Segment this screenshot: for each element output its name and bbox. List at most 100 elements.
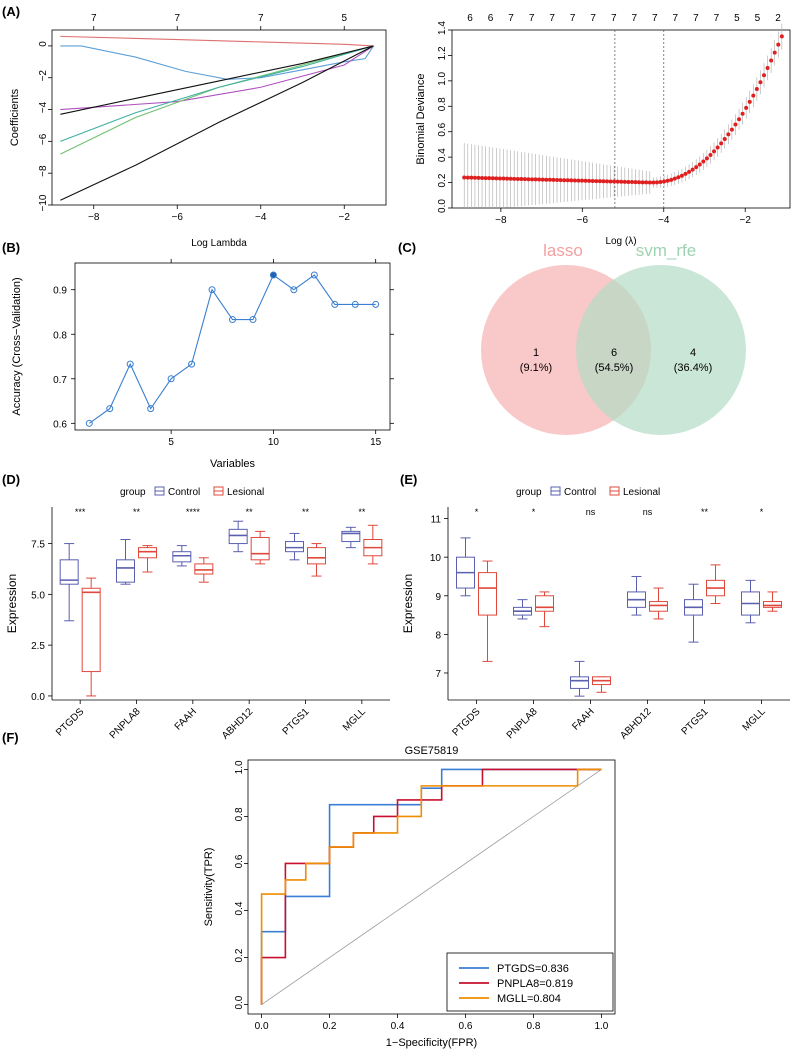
y-tick-label: 2.5 [31, 641, 45, 652]
x-axis-title: Variables [210, 458, 256, 470]
deviance-point [544, 177, 549, 182]
accuracy-point [249, 316, 257, 324]
box-lesional [138, 547, 157, 559]
deviance-point [530, 177, 535, 182]
y-tick-label: 9 [435, 592, 441, 603]
box-lesional [649, 601, 668, 612]
x-tick-label: −6 [172, 212, 184, 223]
box-control [570, 676, 589, 689]
y-tick-label: −8 [38, 165, 49, 177]
deviance-point [654, 180, 659, 185]
deviance-point [608, 179, 613, 184]
top-count-label: 6 [488, 13, 494, 24]
deviance-point [490, 176, 495, 181]
venn-count-lasso-only: 1 [533, 347, 539, 359]
deviance-point [669, 177, 674, 182]
boxplot-d: 0.0 2.5 5.0 7.5 Expression group Control Lesion… [5, 486, 390, 742]
venn-count-svm-only: 4 [690, 347, 696, 359]
plot-frame [451, 29, 791, 209]
coef-path-black2 [60, 45, 374, 201]
deviance-point [472, 175, 477, 180]
roc-legend-label: PTGDS=0.836 [497, 963, 569, 975]
accuracy-point [208, 286, 216, 294]
deviance-point [662, 179, 667, 184]
deviance-point [676, 175, 681, 180]
accuracy-point [372, 300, 380, 308]
y-tick-label: 0.6 [437, 122, 448, 136]
deviance-point [776, 42, 781, 47]
venn-diagram: lasso svm_rfe 1 (9.1%) 6 (54.5%) 4 (36.4… [481, 241, 746, 435]
x-tick-label: 0.2 [323, 1021, 337, 1032]
y-tick-label: 8 [435, 630, 441, 641]
coef-path-blue [60, 45, 374, 80]
deviance-point [562, 178, 567, 183]
deviance-point [551, 177, 556, 182]
deviance-point [512, 176, 517, 181]
significance-label: * [475, 507, 479, 517]
deviance-point [737, 117, 742, 122]
y-tick-label: 1.4 [437, 21, 448, 35]
panel-label-d: (D) [2, 472, 20, 487]
deviance-point [694, 165, 699, 170]
deviance-point [569, 178, 574, 183]
accuracy-point [351, 300, 359, 308]
x-tick-label: −6 [577, 215, 589, 226]
significance-label: ns [586, 507, 596, 517]
venn-pct-overlap: (54.5%) [595, 362, 634, 374]
deviance-point [533, 177, 538, 182]
deviance-point [651, 180, 656, 185]
top-tick-label: 7 [91, 13, 97, 24]
significance-label: ** [246, 507, 254, 517]
significance-label: ** [302, 507, 310, 517]
deviance-point [515, 176, 520, 181]
deviance-point [758, 80, 763, 85]
y-tick-label: 0.7 [53, 375, 67, 386]
deviance-point [555, 178, 560, 183]
significance-label: * [760, 507, 764, 517]
lasso-deviance-plot: −8 −6 −4 −2 0.0 0.2 0.4 0.6 0.8 1.0 1.2 1.4 6 6 7 7 7 7 7 7… [415, 13, 791, 247]
deviance-point [494, 176, 499, 181]
y-tick-label: 10 [430, 553, 442, 564]
deviance-point [565, 178, 570, 183]
y-tick-label: 5.0 [31, 590, 45, 601]
deviance-point [751, 93, 756, 98]
top-count-label: 7 [570, 13, 576, 24]
deviance-point [619, 179, 624, 184]
y-tick-label: 0.8 [234, 807, 245, 821]
deviance-point [576, 178, 581, 183]
y-tick-label: −4 [38, 101, 49, 113]
deviance-point [683, 171, 688, 176]
y-tick-label: 0.8 [437, 97, 448, 111]
significance-label: **** [186, 507, 201, 517]
top-count-label: 2 [775, 13, 781, 24]
deviance-point [747, 99, 752, 104]
x-axis-title: 1−Specificity(FPR) [386, 1037, 477, 1049]
y-tick-label: 0.4 [437, 148, 448, 162]
panel-label-c: (C) [398, 240, 416, 255]
x-tick-label: −4 [255, 212, 267, 223]
lasso-coefficient-plot: −8 −6 −4 −2 0 −2 −4 −6 −8 −10 7 7 7 5 Log Lambda Coeffi… [9, 13, 387, 249]
deviance-point [672, 176, 677, 181]
y-tick-label: 1.0 [437, 71, 448, 85]
panel-label-a: (A) [2, 4, 20, 19]
roc-legend-box [446, 952, 614, 1012]
top-count-label: 7 [529, 13, 535, 24]
top-count-label: 7 [508, 13, 514, 24]
panel-label-b: (B) [2, 240, 20, 255]
x-tick-label: 0.4 [391, 1021, 405, 1032]
accuracy-point [147, 405, 155, 413]
top-count-label: 6 [467, 13, 473, 24]
significance-label: ** [701, 507, 709, 517]
y-tick-label: 1.0 [234, 760, 245, 774]
box-lesional [535, 595, 554, 612]
deviance-point [779, 34, 784, 39]
y-axis-title: Binomial Deviance [415, 73, 427, 164]
x-tick-label: 5 [168, 437, 174, 448]
deviance-point [501, 176, 506, 181]
boxplot-e: 7 8 9 10 11 Expression group Control Lesional * PT… [401, 486, 790, 742]
box-control [341, 530, 361, 543]
significance-label: ** [133, 507, 141, 517]
x-tick-label: 15 [370, 437, 382, 448]
box-control [172, 551, 192, 563]
